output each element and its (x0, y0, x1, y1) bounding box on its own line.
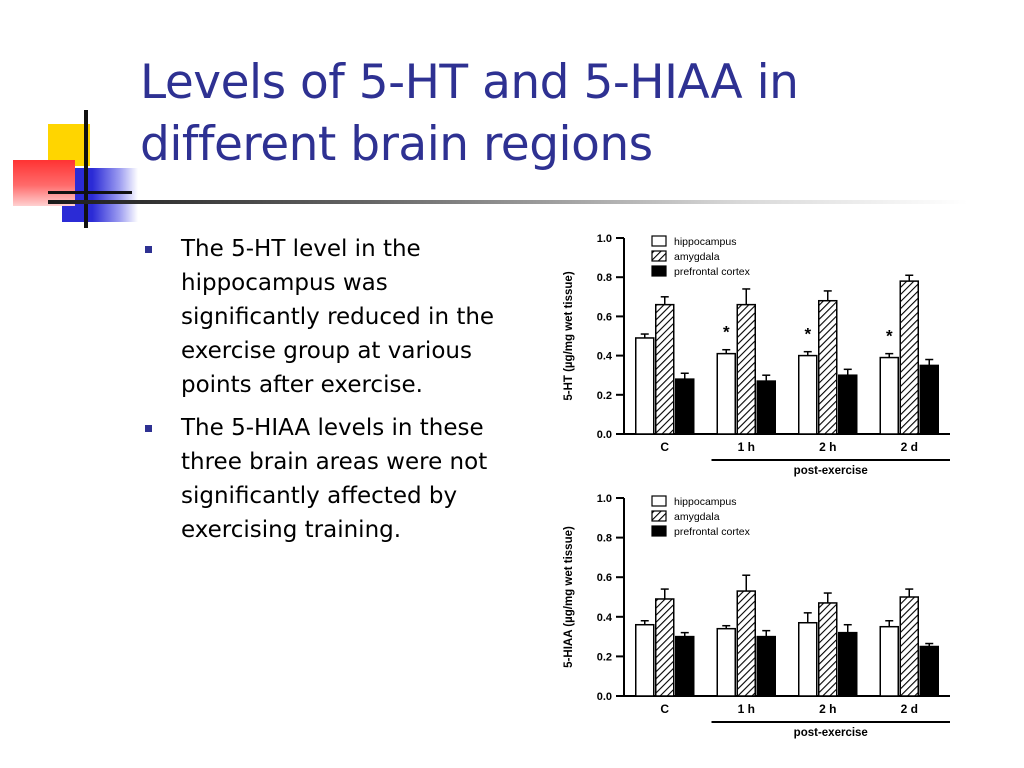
y-tick-label: 0.6 (597, 572, 612, 584)
y-tick-label: 0.6 (597, 311, 612, 323)
y-tick-label: 0.8 (597, 533, 612, 545)
legend-swatch (651, 495, 667, 507)
bar (818, 602, 838, 697)
bar (818, 299, 838, 435)
legend-swatch (651, 235, 667, 247)
x-tick-label: 1 h (738, 702, 755, 716)
significance-marker: * (804, 325, 811, 344)
bar (736, 303, 756, 435)
y-tick-label: 1.0 (597, 233, 612, 245)
bar (655, 303, 675, 435)
x-tick-label: 1 h (738, 440, 755, 454)
legend-label: prefrontal cortex (674, 266, 751, 278)
y-axis-label: 5-HIAA (µg/mg wet tissue) (563, 526, 575, 668)
legend-label: hippocampus (674, 236, 736, 248)
bar (635, 623, 655, 697)
legend-label: amygdala (674, 511, 720, 523)
deco-yellow-square (48, 124, 90, 166)
square-bullet-icon (145, 246, 152, 253)
chart-5hiaa-svg: 0.0 0.2 0.4 0.6 0.8 1.0 5-HIAA (µg/mg wet tiss… (563, 493, 950, 739)
deco-vertical-line (84, 110, 88, 228)
bar (919, 364, 939, 435)
bar (736, 590, 756, 697)
deco-red-square (13, 160, 75, 206)
legend-swatch (651, 525, 667, 537)
y-axis-label: 5-HT (µg/mg wet tissue) (563, 271, 575, 400)
bar (838, 631, 858, 697)
x-tick-label: C (660, 440, 669, 454)
bar (675, 378, 695, 435)
bar (798, 354, 818, 435)
legend-swatch (651, 265, 667, 277)
group-label: post-exercise (794, 727, 868, 739)
y-tick-label: 0.2 (597, 651, 612, 663)
x-tick-label: 2 h (819, 702, 836, 716)
deco-horizontal-line (48, 191, 132, 194)
y-tick-label: 0.4 (597, 612, 613, 624)
x-tick-label: 2 h (819, 440, 836, 454)
y-tick-label: 0.0 (597, 429, 612, 441)
slide-title: Levels of 5-HT and 5-HIAA in different b… (140, 55, 799, 172)
bar (879, 625, 899, 697)
significance-marker: * (723, 323, 730, 342)
legend-swatch (651, 250, 667, 262)
bar (756, 380, 776, 435)
bullet-list: The 5-HT level in the hippocampus was si… (145, 232, 495, 556)
y-tick-label: 1.0 (597, 493, 612, 505)
x-tick-label: 2 d (901, 440, 918, 454)
legend-label: amygdala (674, 251, 720, 263)
bar (716, 627, 736, 697)
y-tick-label: 0.4 (597, 351, 613, 363)
bar (756, 635, 776, 697)
significance-marker: * (886, 327, 893, 346)
bar (838, 374, 858, 435)
title-underline (48, 200, 968, 204)
bullet-item: The 5-HT level in the hippocampus was si… (145, 232, 495, 402)
bullet-text: The 5-HIAA levels in these three brain a… (181, 415, 488, 543)
chart-5ht: 0.0 0.2 0.4 0.6 0.8 1.0 5-HT (µg/mg wet tissue… (548, 222, 958, 489)
bar (879, 356, 899, 435)
y-tick-label: 0.2 (597, 390, 612, 402)
bar (899, 280, 919, 435)
legend-label: hippocampus (674, 496, 736, 508)
group-label: post-exercise (794, 465, 868, 477)
chart-5ht-svg: 0.0 0.2 0.4 0.6 0.8 1.0 5-HT (µg/mg wet tissue… (563, 233, 950, 477)
bar (635, 337, 655, 435)
bar (675, 635, 695, 697)
bar (716, 352, 736, 435)
y-tick-label: 0.0 (597, 691, 612, 703)
square-bullet-icon (145, 425, 152, 432)
y-tick-label: 0.8 (597, 272, 612, 284)
bullet-item: The 5-HIAA levels in these three brain a… (145, 411, 495, 547)
x-tick-label: 2 d (901, 702, 918, 716)
legend-label: prefrontal cortex (674, 526, 751, 538)
bar (798, 621, 818, 697)
bar (899, 596, 919, 697)
legend-swatch (651, 510, 667, 522)
x-tick-label: C (660, 702, 669, 716)
chart-5hiaa: 0.0 0.2 0.4 0.6 0.8 1.0 5-HIAA (µg/mg wet tiss… (548, 482, 958, 751)
bar (655, 598, 675, 697)
bullet-text: The 5-HT level in the hippocampus was si… (181, 236, 495, 398)
bar (919, 645, 939, 697)
